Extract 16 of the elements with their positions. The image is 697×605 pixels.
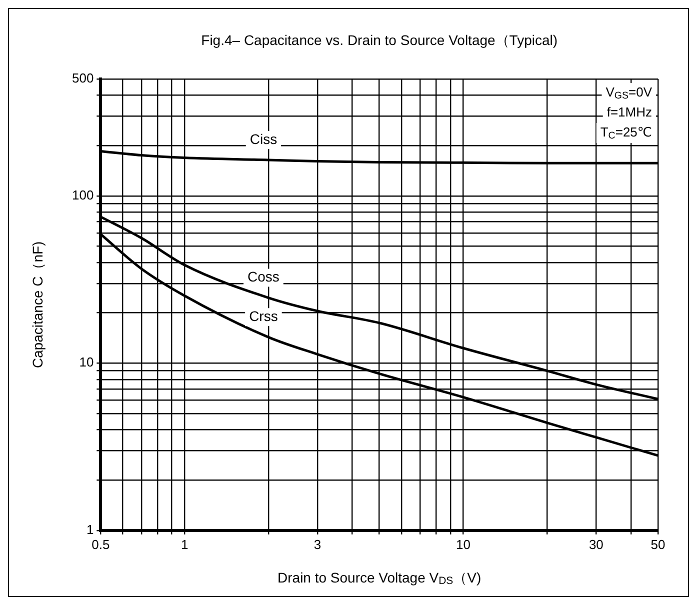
chart-title: Fig.4– Capacitance vs. Drain to Source Voltage（Typical) <box>201 32 558 48</box>
y-tick-label: 10 <box>79 354 94 370</box>
x-tick-label: 10 <box>456 536 470 552</box>
series-label: Coss <box>248 268 280 285</box>
y-tick-label: 1 <box>86 522 94 537</box>
y-tick-label: 100 <box>72 187 94 202</box>
x-tick-label: 0.5 <box>92 536 110 552</box>
y-axis-title: Capacitance C（nF) <box>30 241 46 368</box>
x-tick-label: 1 <box>180 536 188 552</box>
x-tick-label: 30 <box>588 536 604 552</box>
x-tick-label: 50 <box>650 536 666 552</box>
series-label: Ciss <box>250 130 278 147</box>
annotation: f=1MHz <box>606 104 652 120</box>
y-tick-label: 500 <box>72 70 94 86</box>
x-tick-label: 3 <box>314 536 322 552</box>
series-label: Crss <box>249 308 278 324</box>
